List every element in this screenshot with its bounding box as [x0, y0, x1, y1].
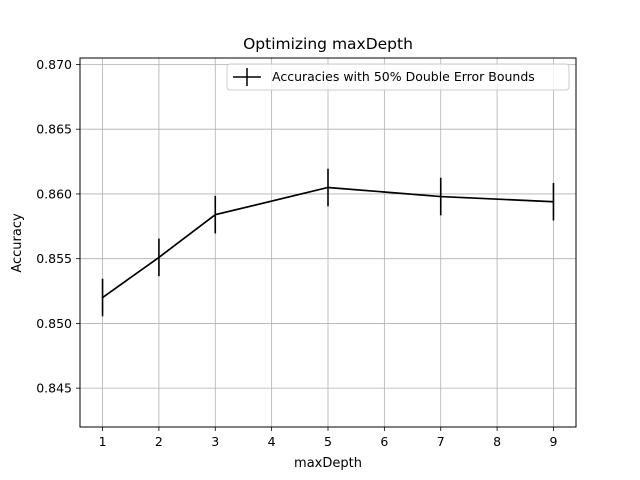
y-tick-label: 0.865	[36, 122, 72, 137]
y-tick-label: 0.850	[36, 316, 72, 331]
data-point	[552, 200, 555, 203]
legend: Accuracies with 50% Double Error Bounds	[226, 63, 570, 91]
x-tick-label: 9	[549, 434, 557, 449]
legend-box	[226, 63, 570, 91]
x-tick-label: 6	[380, 434, 388, 449]
y-tick-label: 0.855	[36, 251, 72, 266]
x-tick-label: 1	[99, 434, 107, 449]
y-tick-label: 0.870	[36, 57, 72, 72]
x-tick-label: 4	[268, 434, 276, 449]
y-tick-label: 0.845	[36, 381, 72, 396]
series-line	[102, 186, 554, 299]
x-tick-label: 2	[155, 434, 163, 449]
data-point	[327, 186, 329, 189]
data-point	[214, 213, 217, 216]
y-tick-label: 0.860	[36, 186, 72, 201]
chart-title: Optimizing maxDepth	[243, 35, 413, 53]
data-point	[101, 296, 104, 299]
legend-label: Accuracies with 50% Double Error Bounds	[272, 69, 535, 84]
x-tick-label: 8	[493, 434, 501, 449]
data-point	[158, 256, 160, 259]
y-axis-label: Accuracy	[10, 213, 25, 273]
x-tick-label: 7	[437, 434, 445, 449]
data-point	[439, 195, 442, 198]
data-layer	[101, 168, 555, 317]
ticks: 1 2 3 4 5 6 7 8 9 0.845 0.850 0.855 0.860 0.865 0.870	[36, 57, 557, 449]
x-tick-label: 3	[211, 434, 219, 449]
x-tick-label: 5	[324, 434, 332, 449]
x-axis-label: maxDepth	[294, 456, 362, 471]
